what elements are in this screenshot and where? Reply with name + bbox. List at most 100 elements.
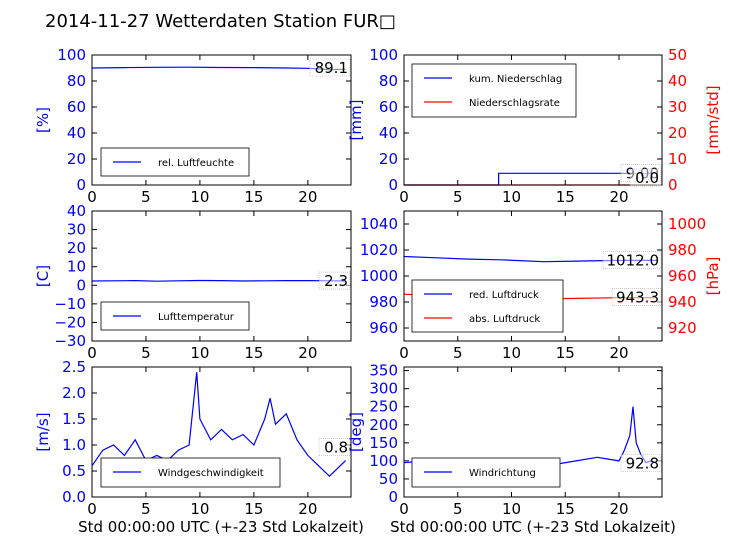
value-label-box: [602, 251, 662, 269]
x-tick-label: 0: [399, 500, 409, 518]
y2-tick-label: 980: [668, 241, 697, 259]
value-label: 943.3: [616, 289, 659, 307]
x-tick-label: 0: [87, 344, 97, 362]
plot-frame: [91, 210, 352, 342]
x-tick-label: 15: [556, 344, 575, 362]
series-line-rel-luftfeuchte: [91, 66, 346, 71]
x-tick-label: 20: [298, 188, 317, 206]
x-tick-label: 10: [502, 500, 521, 518]
x-tick-label: 0: [87, 188, 97, 206]
y-tick-label: −30: [54, 332, 86, 350]
value-label: 89.1: [315, 59, 348, 77]
y2-tick-label: 50: [668, 46, 687, 64]
y-axis-label: [m/s]: [34, 412, 52, 451]
legend-label: Windrichtung: [469, 468, 536, 479]
series-line-windrichtung: [403, 406, 657, 466]
y-tick-label: 20: [67, 150, 86, 168]
x-tick-label: 10: [502, 344, 521, 362]
panel-bottom-right: 0 5 10 15 20050100150200250300350[deg]92.8Wi…: [347, 362, 663, 518]
x-axis-label-right: Std 00:00:00 UTC (+-23 Std Lokalzeit): [390, 518, 676, 536]
legend-label: Lufttemperatur: [158, 312, 235, 323]
y2-tick-label: 920: [668, 319, 697, 337]
y-tick-label: 350: [369, 362, 398, 380]
panel-top-left: 0 5 10 15 20 0 20 40 60 80 100 [%] 89.1 rel. Luftfeuc…: [34, 46, 352, 206]
figure-title: 2014-11-27 Wetterdaten Station FUR□: [45, 11, 396, 32]
y2-tick-label: 940: [668, 293, 697, 311]
y-tick-label: 1020: [360, 241, 398, 259]
y-tick-label: 20: [67, 239, 86, 257]
legend-label: Niederschlagsrate: [469, 98, 560, 109]
x-tick-label: 20: [609, 500, 628, 518]
y2-axis-label: [hPa]: [704, 257, 722, 296]
x-tick-label: 15: [556, 188, 575, 206]
y2-tick-label: 20: [668, 124, 687, 142]
y2-tick-label: 40: [668, 72, 687, 90]
x-tick-label: 10: [190, 344, 209, 362]
y2-tick-label: 960: [668, 267, 697, 285]
legend-label: kum. Niederschlag: [469, 74, 562, 85]
plot-frame: [403, 54, 663, 186]
x-tick-label: 5: [141, 500, 151, 518]
y-tick-label: 0: [76, 276, 86, 294]
series-line-windgeschwindigkeit: [91, 372, 347, 478]
y-tick-label: 0: [388, 488, 398, 506]
y-tick-label: 980: [369, 293, 398, 311]
value-label-box: [611, 288, 662, 307]
y-tick-label: 0: [388, 176, 398, 194]
y-tick-label: 40: [379, 124, 398, 142]
y-axis-label: [%]: [34, 107, 52, 133]
y2-tick-label: 1000: [668, 215, 706, 233]
y-tick-label: 50: [379, 470, 398, 488]
y-tick-label: 1.0: [62, 436, 86, 454]
x-axis-label-left: Std 00:00:00 UTC (+-23 Std Lokalzeit): [78, 518, 364, 536]
y-tick-label: 1000: [360, 267, 398, 285]
x-tick-label: 15: [244, 500, 263, 518]
y-tick-label: 960: [369, 319, 398, 337]
x-tick-label: 10: [190, 188, 209, 206]
y-tick-label: 0.5: [62, 462, 86, 480]
y-tick-label: 80: [67, 72, 86, 90]
x-tick-label: 15: [244, 344, 263, 362]
y-tick-label: 100: [57, 46, 86, 64]
x-tick-label: 5: [453, 188, 463, 206]
series-line-lufttemperatur: [91, 279, 346, 282]
value-label: 0.8: [324, 439, 348, 457]
y2-axis-label: [mm/std]: [704, 85, 722, 154]
legend-box: [411, 279, 564, 333]
y-tick-label: 300: [369, 380, 398, 398]
x-tick-label: 20: [298, 500, 317, 518]
x-tick-label: 15: [556, 500, 575, 518]
panel-bottom-left: 0 5 10 15 20 0.0 0.5 1.0 1.5 2.0 2.5 [m/s] 0.8 Windge…: [34, 358, 352, 518]
y-tick-label: 1.5: [62, 410, 86, 428]
x-tick-label: 15: [244, 188, 263, 206]
y-tick-label: 0.0: [62, 488, 86, 506]
y2-tick-label: 10: [668, 150, 687, 168]
value-label-box: [318, 438, 351, 456]
x-tick-label: 20: [609, 188, 628, 206]
x-tick-label: 0: [399, 344, 409, 362]
value-label: 1012.0: [607, 251, 660, 269]
y-tick-label: 1040: [360, 215, 398, 233]
y-tick-label: 200: [369, 416, 398, 434]
y-tick-label: 40: [67, 124, 86, 142]
y-tick-label: 80: [379, 72, 398, 90]
y2-tick-label: 30: [668, 98, 687, 116]
value-label: 2.3: [324, 272, 348, 290]
x-tick-label: 5: [453, 344, 463, 362]
plot-frame: [403, 366, 663, 498]
plot-frame: [91, 54, 352, 186]
y-tick-label: 150: [369, 434, 398, 452]
value-label: 92.8: [626, 454, 659, 472]
x-tick-label: 0: [87, 500, 97, 518]
x-tick-label: 20: [609, 344, 628, 362]
value-label-box: [629, 168, 662, 187]
y2-tick-label: 0: [668, 176, 678, 194]
y-tick-label: 2.5: [62, 358, 86, 376]
y-tick-label: 60: [379, 98, 398, 116]
x-tick-label: 0: [399, 188, 409, 206]
legend-label: rel. Luftfeuchte: [158, 158, 234, 169]
y-tick-label: 2.0: [62, 384, 86, 402]
